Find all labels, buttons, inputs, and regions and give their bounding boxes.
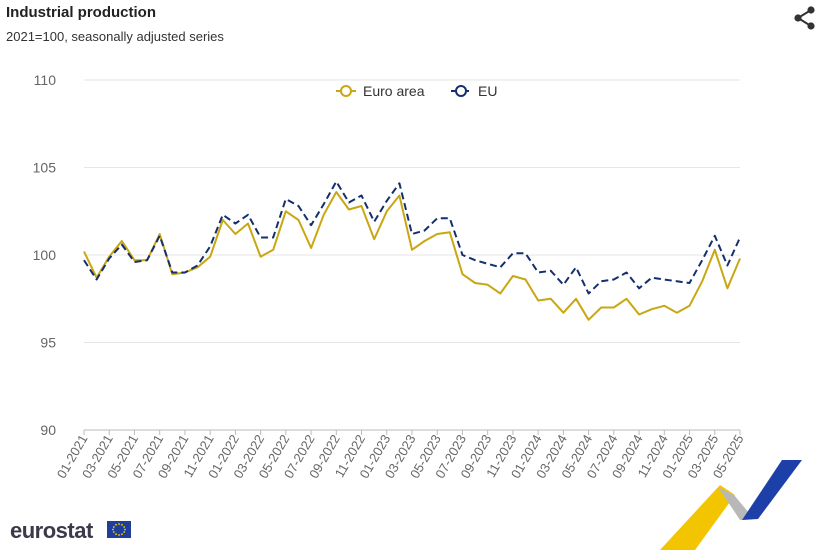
legend-label: EU	[478, 83, 497, 99]
legend-item[interactable]: EU	[451, 83, 497, 99]
y-tick-label: 90	[40, 422, 56, 438]
y-axis: 90 95 100 105 110	[33, 72, 57, 438]
legend-label: Euro area	[363, 83, 425, 99]
y-tick-label: 110	[34, 72, 57, 88]
legend: Euro area EU	[336, 83, 497, 99]
eurostat-logo[interactable]: eurostat	[10, 518, 93, 543]
series-line-euro-area[interactable]	[83, 191, 741, 321]
x-axis: 01-202103-202105-202107-202109-202111-20…	[54, 430, 747, 481]
chart-title: Industrial production	[6, 4, 156, 21]
share-icon[interactable]	[792, 5, 818, 31]
legend-item[interactable]: Euro area	[336, 83, 425, 99]
series-lines	[83, 180, 741, 321]
decorative-swoosh	[660, 460, 802, 550]
y-tick-label: 100	[33, 247, 57, 263]
y-tick-label: 95	[40, 335, 56, 351]
chart-subtitle: 2021=100, seasonally adjusted series	[6, 29, 224, 44]
y-tick-label: 105	[33, 160, 57, 176]
legend-marker	[340, 85, 352, 97]
legend-marker	[455, 85, 467, 97]
grid-lines	[84, 79, 740, 431]
series-line-eu[interactable]	[83, 180, 741, 295]
eu-flag-icon	[107, 521, 131, 538]
